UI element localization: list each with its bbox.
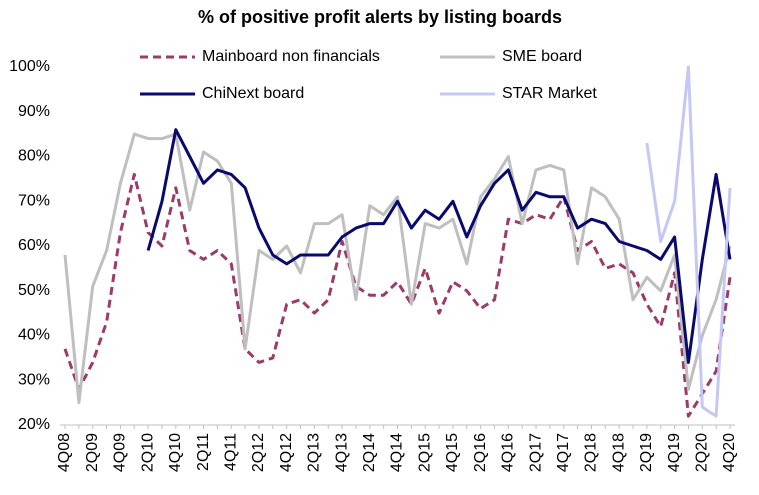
x-tick-label: 2Q15 — [416, 433, 433, 472]
x-tick-label: 2Q16 — [472, 433, 489, 472]
x-tick-label: 2Q14 — [361, 433, 378, 472]
x-tick-label: 4Q12 — [278, 433, 295, 472]
x-tick-label: 2Q10 — [139, 433, 156, 472]
x-tick-label: 4Q14 — [389, 433, 406, 472]
y-tick-label: 70% — [18, 192, 50, 209]
x-tick-label: 4Q10 — [167, 433, 184, 472]
y-tick-label: 100% — [9, 58, 50, 75]
y-tick-label: 90% — [18, 103, 50, 120]
series-line — [146, 128, 732, 364]
x-tick-label: 4Q15 — [444, 433, 461, 472]
y-tick-label: 60% — [18, 237, 50, 254]
legend-label: ChiNext board — [202, 85, 304, 102]
x-tick-label: 2Q19 — [638, 433, 655, 472]
x-tick-label: 2Q11 — [195, 433, 212, 471]
legend-label: Mainboard non financials — [202, 48, 380, 65]
x-tick-label: 2Q12 — [250, 433, 267, 472]
x-tick-label: 4Q11 — [222, 433, 239, 471]
x-tick-label: 2Q20 — [694, 433, 711, 472]
y-tick-label: 80% — [18, 148, 50, 165]
x-tick-label: 2Q09 — [84, 433, 101, 472]
y-tick-label: 30% — [18, 371, 50, 388]
x-tick-label: 4Q20 — [721, 433, 738, 472]
x-tick-label: 2Q18 — [583, 433, 600, 472]
x-tick-label: 4Q16 — [500, 433, 517, 472]
y-tick-label: 20% — [18, 416, 50, 433]
x-tick-label: 4Q18 — [610, 433, 627, 472]
series-line — [63, 132, 732, 405]
series-line — [645, 65, 732, 418]
x-tick-label: 4Q13 — [333, 433, 350, 472]
legend-label: SME board — [502, 48, 582, 65]
series-line — [63, 172, 732, 418]
x-tick-label: 4Q17 — [555, 433, 572, 472]
x-tick-label: 2Q17 — [527, 433, 544, 472]
x-tick-label: 2Q13 — [306, 433, 323, 472]
x-tick-label: 4Q08 — [56, 433, 73, 472]
legend-label: STAR Market — [502, 85, 597, 102]
chart-title: % of positive profit alerts by listing b… — [198, 7, 562, 27]
x-tick-label: 4Q19 — [666, 433, 683, 472]
x-tick-label: 4Q09 — [112, 433, 129, 472]
y-tick-label: 50% — [18, 282, 50, 299]
y-tick-label: 40% — [18, 327, 50, 344]
